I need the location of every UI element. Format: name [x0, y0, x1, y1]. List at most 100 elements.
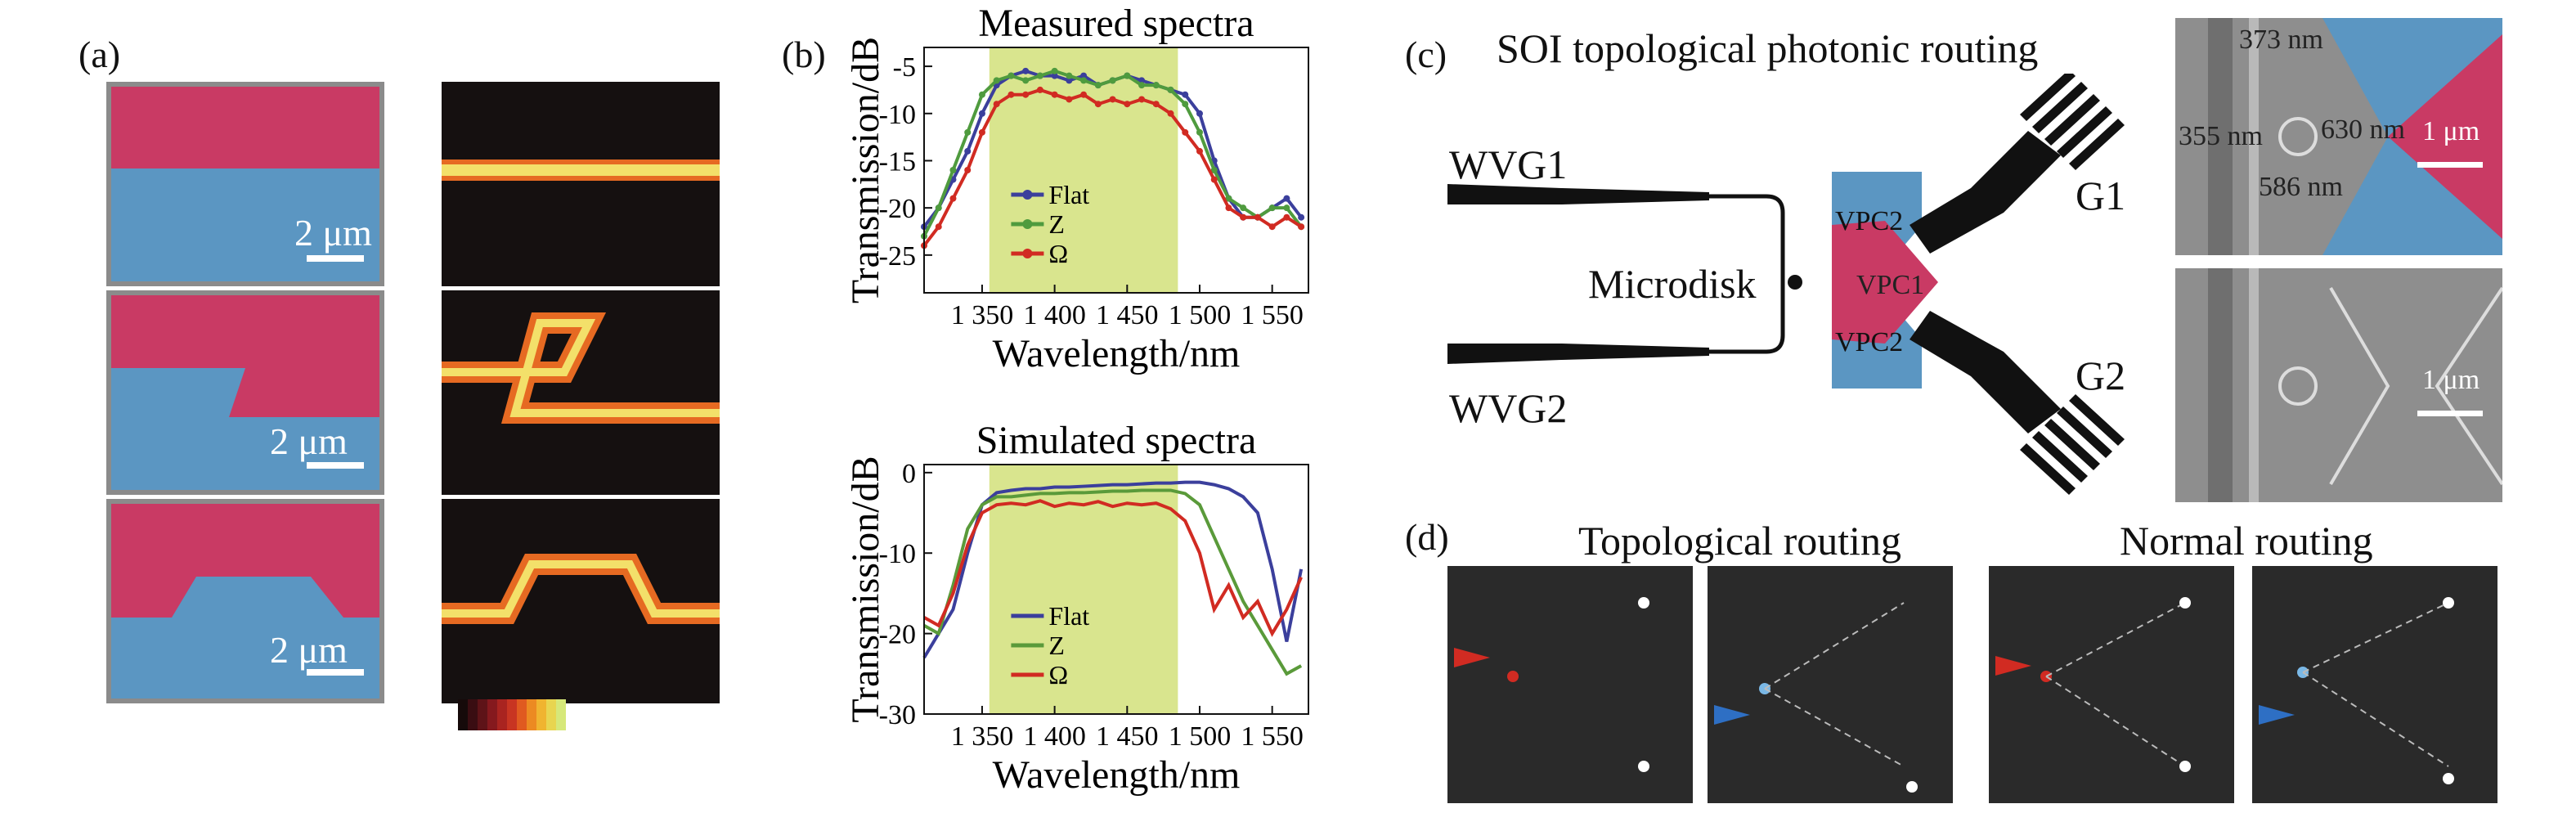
- data-point: [978, 110, 985, 117]
- colorbar: [458, 699, 566, 730]
- x-tick-label: 1 500: [1169, 721, 1232, 752]
- data-point: [1182, 91, 1189, 98]
- x-tick-label: 1 550: [1241, 721, 1304, 752]
- data-point: [1196, 128, 1203, 136]
- sem-z-interface: [106, 290, 384, 495]
- data-point: [1080, 72, 1088, 79]
- y-axis-label: Transmission/dB: [850, 456, 887, 722]
- legend-label: Z: [1048, 209, 1065, 239]
- grating-g2: [2020, 394, 2125, 495]
- colorbar-swatch: [497, 699, 507, 730]
- data-point: [1109, 77, 1116, 84]
- data-point: [1138, 77, 1146, 84]
- panel-b-label: (b): [782, 34, 826, 75]
- data-point: [1152, 82, 1160, 89]
- colorbar-swatch: [517, 699, 527, 730]
- topo-image-2: [1708, 566, 1953, 803]
- data-point: [1080, 77, 1088, 84]
- colorbar-swatch: [468, 699, 478, 730]
- data-point: [1066, 72, 1073, 79]
- legend-label: Ω: [1048, 660, 1068, 689]
- data-point: [1051, 67, 1058, 74]
- x-tick-label: 1 450: [1096, 721, 1159, 752]
- sem-bottom-scale-label: 1 μm: [2422, 365, 2480, 395]
- scale-bar-line-3: [307, 669, 364, 676]
- panel-a-label: (a): [79, 34, 121, 75]
- panel-c-title: SOI topological photonic routing: [1497, 25, 2039, 71]
- y-tick-label: -25: [879, 241, 916, 272]
- g2-label: G2: [2076, 353, 2126, 398]
- x-tick-label: 1 500: [1169, 300, 1232, 330]
- colorbar-swatch: [507, 699, 517, 730]
- data-point: [1094, 82, 1102, 89]
- data-point: [964, 147, 972, 155]
- data-point: [1066, 77, 1073, 84]
- plot-frame: [923, 47, 1309, 294]
- data-point: [1094, 101, 1102, 108]
- legend-label: Ω: [1048, 239, 1068, 268]
- data-point: [1283, 204, 1290, 212]
- x-tick-label: 1 350: [951, 721, 1014, 752]
- panel-a-figure: 2 μm 2 μm 2 μm: [106, 82, 720, 730]
- panel-d-label: (d): [1405, 516, 1449, 558]
- data-point: [1124, 101, 1131, 108]
- sem-flat-interface: [106, 82, 384, 286]
- plot-frame: [923, 464, 1309, 715]
- topo-image-1: [1447, 566, 1693, 803]
- dim-630: 630 nm: [2321, 115, 2405, 145]
- data-point: [1240, 204, 1247, 212]
- data-point: [1298, 213, 1305, 221]
- field-map-flat: [442, 82, 720, 286]
- data-point: [1022, 91, 1030, 98]
- data-point: [1210, 167, 1218, 173]
- field-map-z: [442, 290, 720, 495]
- data-point: [949, 167, 957, 173]
- data-point: [1225, 195, 1232, 202]
- data-point: [1254, 213, 1261, 221]
- data-point: [993, 77, 1000, 84]
- scale-bar-label-2: 2 μm: [270, 420, 348, 462]
- scale-bar-label-3: 2 μm: [270, 629, 348, 671]
- colorbar-swatch: [546, 699, 556, 730]
- data-point: [1268, 204, 1276, 212]
- routing-schematic: [1447, 74, 2125, 495]
- data-point: [1167, 110, 1174, 117]
- y-tick-label: -15: [879, 146, 916, 177]
- wvg1-label: WVG1: [1449, 141, 1568, 187]
- x-tick-label: 1 350: [951, 300, 1014, 330]
- data-point: [1182, 128, 1189, 136]
- data-point: [1240, 213, 1247, 221]
- colorbar-swatch: [527, 699, 536, 730]
- colorbar-swatch: [536, 699, 546, 730]
- normal-image-1: [1989, 566, 2234, 803]
- legend-label: Z: [1048, 631, 1065, 660]
- data-point: [1066, 96, 1073, 103]
- normal-routing-title: Normal routing: [2120, 518, 2373, 564]
- scale-bar-line-2: [307, 462, 364, 469]
- panel-d-images: [1447, 566, 2497, 803]
- colorbar-swatch: [556, 699, 566, 730]
- y-tick-label: -20: [879, 620, 916, 650]
- x-tick-label: 1 400: [1023, 721, 1086, 752]
- data-point: [935, 204, 942, 212]
- data-point: [1268, 223, 1276, 231]
- x-tick-label: 1 400: [1023, 300, 1086, 330]
- grating-g1: [2020, 74, 2125, 170]
- data-point: [935, 223, 942, 231]
- y-axis-label: Transmission/dB: [850, 37, 887, 303]
- data-point: [1036, 72, 1043, 79]
- vpc1-label: VPC1: [1856, 270, 1925, 300]
- scale-bar-label-1: 2 μm: [294, 212, 372, 254]
- data-point: [978, 91, 985, 98]
- data-point: [1109, 96, 1116, 103]
- data-point: [1051, 72, 1058, 79]
- panel-b-charts: Measured spectra -5 -10 -15 -20 -25 1 350 1 400…: [850, 2, 1309, 797]
- data-point: [1051, 91, 1058, 98]
- sem-top-scale-label: 1 μm: [2422, 116, 2480, 146]
- data-point: [964, 128, 972, 136]
- data-point: [1283, 195, 1290, 202]
- chart-title: Measured spectra: [978, 2, 1254, 45]
- data-point: [1152, 101, 1160, 108]
- data-point: [1008, 91, 1015, 98]
- vpc2-top-label: VPC2: [1835, 206, 1904, 236]
